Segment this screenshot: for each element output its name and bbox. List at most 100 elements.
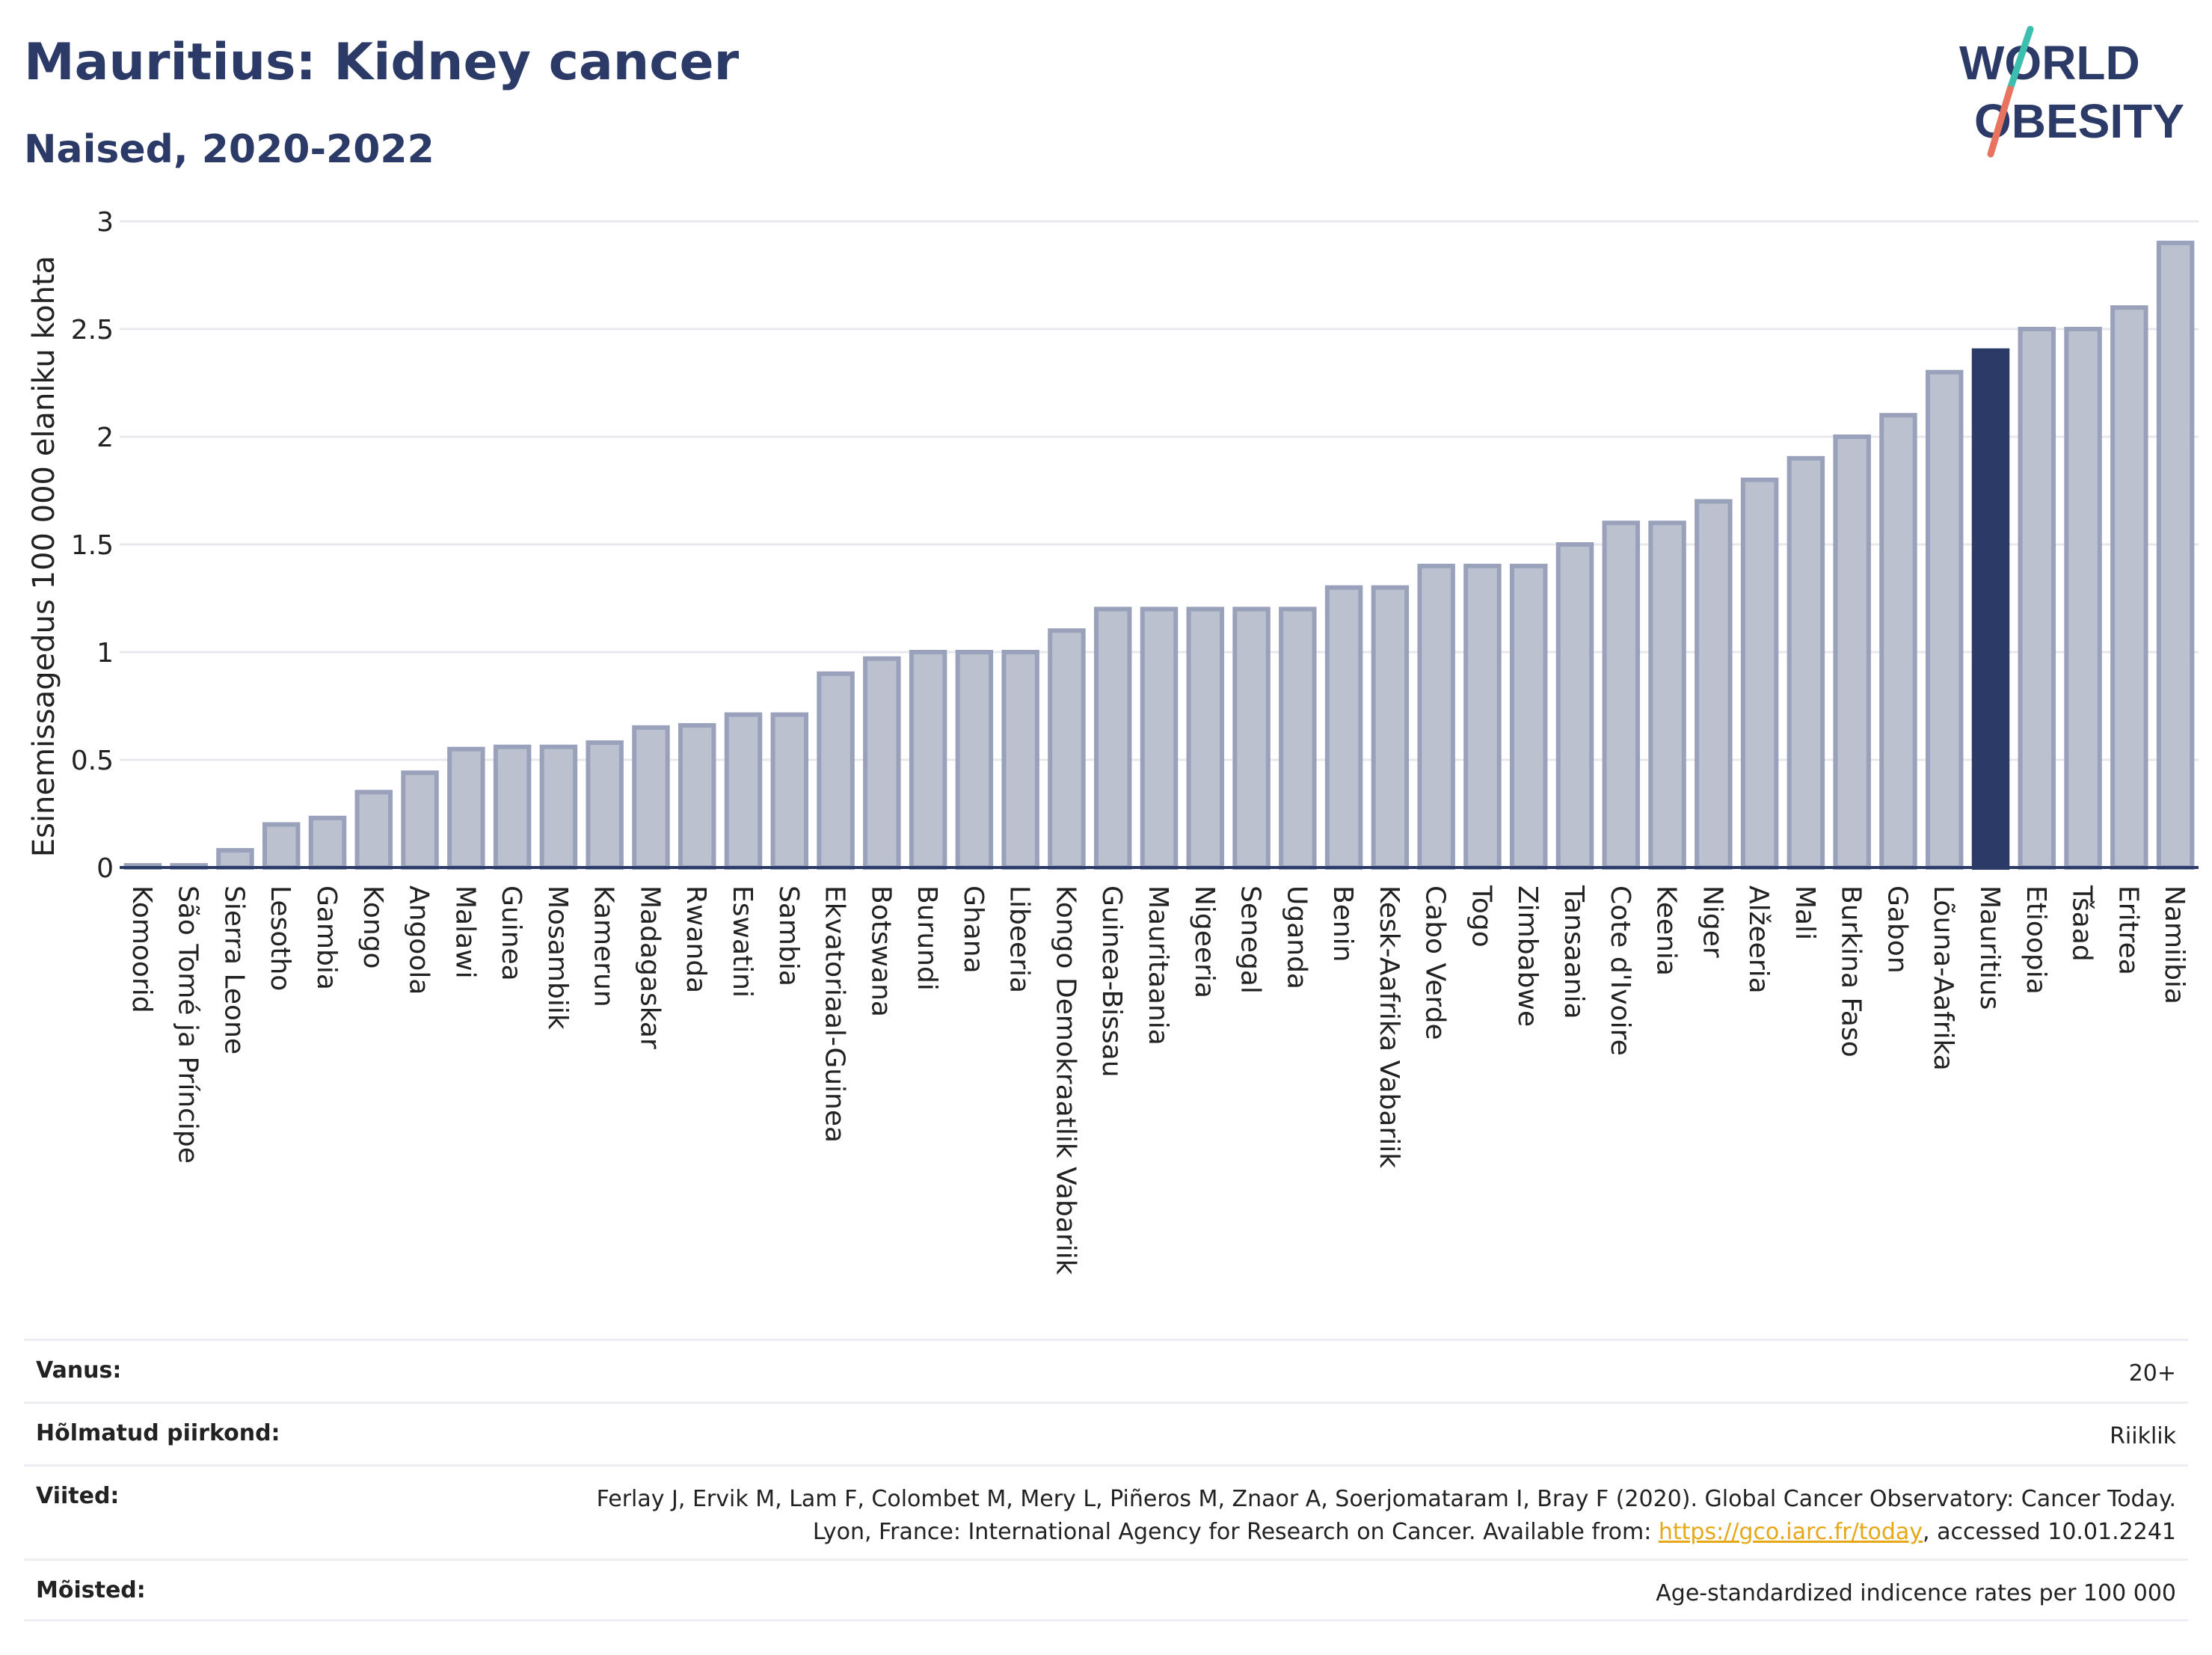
bar <box>539 744 578 870</box>
y-tick-label: 1.5 <box>71 530 114 561</box>
bars <box>123 240 2195 871</box>
bar <box>1787 455 1825 870</box>
y-tick-label: 3 <box>96 207 114 238</box>
bar <box>1279 607 1317 871</box>
age-label: Vanus: <box>36 1357 122 1384</box>
x-tick-label: Alžeeria <box>1743 885 1774 994</box>
bar <box>586 740 624 871</box>
x-tick-label: Cote d'Ivoire <box>1605 885 1635 1056</box>
bar <box>2018 327 2056 870</box>
x-tick-label: Lõuna-Aafrika <box>1928 885 1958 1071</box>
bar-chart: 0 0.5 1 1.5 2 2.5 3 Komoorid São Tomé ja Prínci… <box>27 207 2199 1275</box>
bar <box>863 656 901 870</box>
bar <box>2156 240 2195 870</box>
x-tick-label: Malawi <box>449 885 480 979</box>
x-tick-label: Etioopia <box>2021 885 2051 995</box>
y-tick-label: 0 <box>96 853 114 884</box>
y-tick-label: 0.5 <box>71 746 114 776</box>
bar <box>955 650 994 870</box>
chart-title: Mauritius: Kidney cancer <box>24 33 740 92</box>
bar <box>1740 477 1779 870</box>
age-value: 20+ <box>2128 1360 2176 1387</box>
bar <box>216 847 254 870</box>
x-tick-label: Libeeria <box>1004 885 1035 993</box>
x-tick-label: Ekvatoriaal-Guinea <box>820 885 850 1143</box>
bar <box>262 822 301 871</box>
x-tick-label: Uganda <box>1281 885 1312 989</box>
x-tick-label: Namiibia <box>2159 885 2190 1004</box>
world-obesity-logo: WORLD OBESITY <box>1959 25 2184 158</box>
x-tick-label: Madagaskar <box>634 885 665 1049</box>
x-tick-label: São Tomé ja Príncipe <box>173 885 203 1164</box>
x-tick-label: Kamerun <box>589 885 619 1007</box>
metadata-table: Vanus: 20+ Hõlmatud piirkond: Riiklik Vi… <box>24 1339 2188 1621</box>
x-tick-label: Guinea <box>496 885 526 981</box>
bar <box>1555 542 1594 870</box>
chart-subtitle: Naised, 2020-2022 <box>24 127 434 172</box>
bar <box>770 712 809 871</box>
x-tick-label: Keenia <box>1651 885 1682 976</box>
x-tick-label: Mali <box>1789 885 1820 940</box>
x-tick-label: Sierra Leone <box>218 885 249 1054</box>
x-tick-label: Mauritius <box>1974 885 2005 1010</box>
x-tick-label: Gambia <box>311 885 342 990</box>
references-link[interactable]: https://gco.iarc.fr/today <box>1658 1519 1923 1545</box>
bar <box>354 790 393 870</box>
meta-row-region: Hõlmatud piirkond: Riiklik <box>24 1401 2188 1464</box>
bar <box>1879 413 1917 870</box>
bar <box>1833 435 1871 870</box>
definitions-value: Age-standardized indicence rates per 100… <box>1656 1580 2176 1606</box>
bar <box>724 712 763 871</box>
x-tick-label: Ghana <box>958 885 989 974</box>
x-tick-label: Burundi <box>912 885 942 991</box>
bar <box>1001 650 1039 870</box>
x-tick-label: Eritrea <box>2113 885 2143 975</box>
definitions-label: Mõisted: <box>36 1577 146 1603</box>
x-tick-label: Komoorid <box>126 885 157 1013</box>
x-tick-label: Angoola <box>404 885 434 995</box>
bar <box>1093 607 1132 871</box>
x-tick-label: Eswatini <box>727 885 758 998</box>
x-tick-label: Botswana <box>865 885 896 1017</box>
bar <box>401 770 439 871</box>
bar <box>632 725 670 870</box>
y-axis-label: Esinemissagedus 100 000 elaniku kohta <box>27 256 61 857</box>
y-tick-labels: 0 0.5 1 1.5 2 2.5 3 <box>71 207 114 884</box>
bar <box>1324 585 1363 870</box>
x-tick-label: Niger <box>1697 885 1727 958</box>
bar <box>1648 521 1686 870</box>
bar <box>1371 585 1410 870</box>
x-tick-label: Tansaania <box>1558 885 1589 1019</box>
bar <box>909 650 947 870</box>
references-label: Viited: <box>36 1483 120 1509</box>
x-tick-label: Cabo Verde <box>1420 885 1451 1040</box>
y-tick-label: 2.5 <box>71 315 114 346</box>
x-tick-label: Kesk-Aafrika Vabariik <box>1374 885 1404 1168</box>
bar <box>1695 499 1733 871</box>
bar <box>1232 607 1271 871</box>
bar <box>817 671 855 870</box>
bar <box>1602 521 1641 870</box>
bar <box>678 722 716 870</box>
bar <box>493 744 532 870</box>
x-tick-label: Lesotho <box>265 885 295 991</box>
x-tick-label: Senegal <box>1235 885 1266 994</box>
references-text: Ferlay J, Ervik M, Lam F, Colombet M, Me… <box>531 1483 2176 1549</box>
references-suffix: , accessed 10.01.2241 <box>1923 1519 2176 1545</box>
y-tick-label: 2 <box>96 423 114 453</box>
bar <box>1417 563 1455 870</box>
meta-row-definitions: Mõisted: Age-standardized indicence rate… <box>24 1559 2188 1621</box>
x-tick-label: Nigeeria <box>1189 885 1220 998</box>
region-value: Riiklik <box>2110 1423 2176 1449</box>
meta-row-references: Viited: Ferlay J, Ervik M, Lam F, Colomb… <box>24 1464 2188 1559</box>
x-tick-label: Tšaad <box>2067 885 2098 962</box>
x-tick-label: Guinea-Bissau <box>1096 885 1127 1078</box>
x-tick-labels: Komoorid São Tomé ja Príncipe Sierra Leone… <box>126 885 2190 1275</box>
bar <box>1971 348 2010 870</box>
x-tick-label: Kongo <box>357 885 388 969</box>
bar <box>2064 327 2102 870</box>
references-body: Ferlay J, Ervik M, Lam F, Colombet M, Me… <box>596 1486 2176 1545</box>
x-tick-label: Gabon <box>1881 885 1912 974</box>
bar <box>447 746 485 870</box>
bar <box>1463 563 1502 870</box>
